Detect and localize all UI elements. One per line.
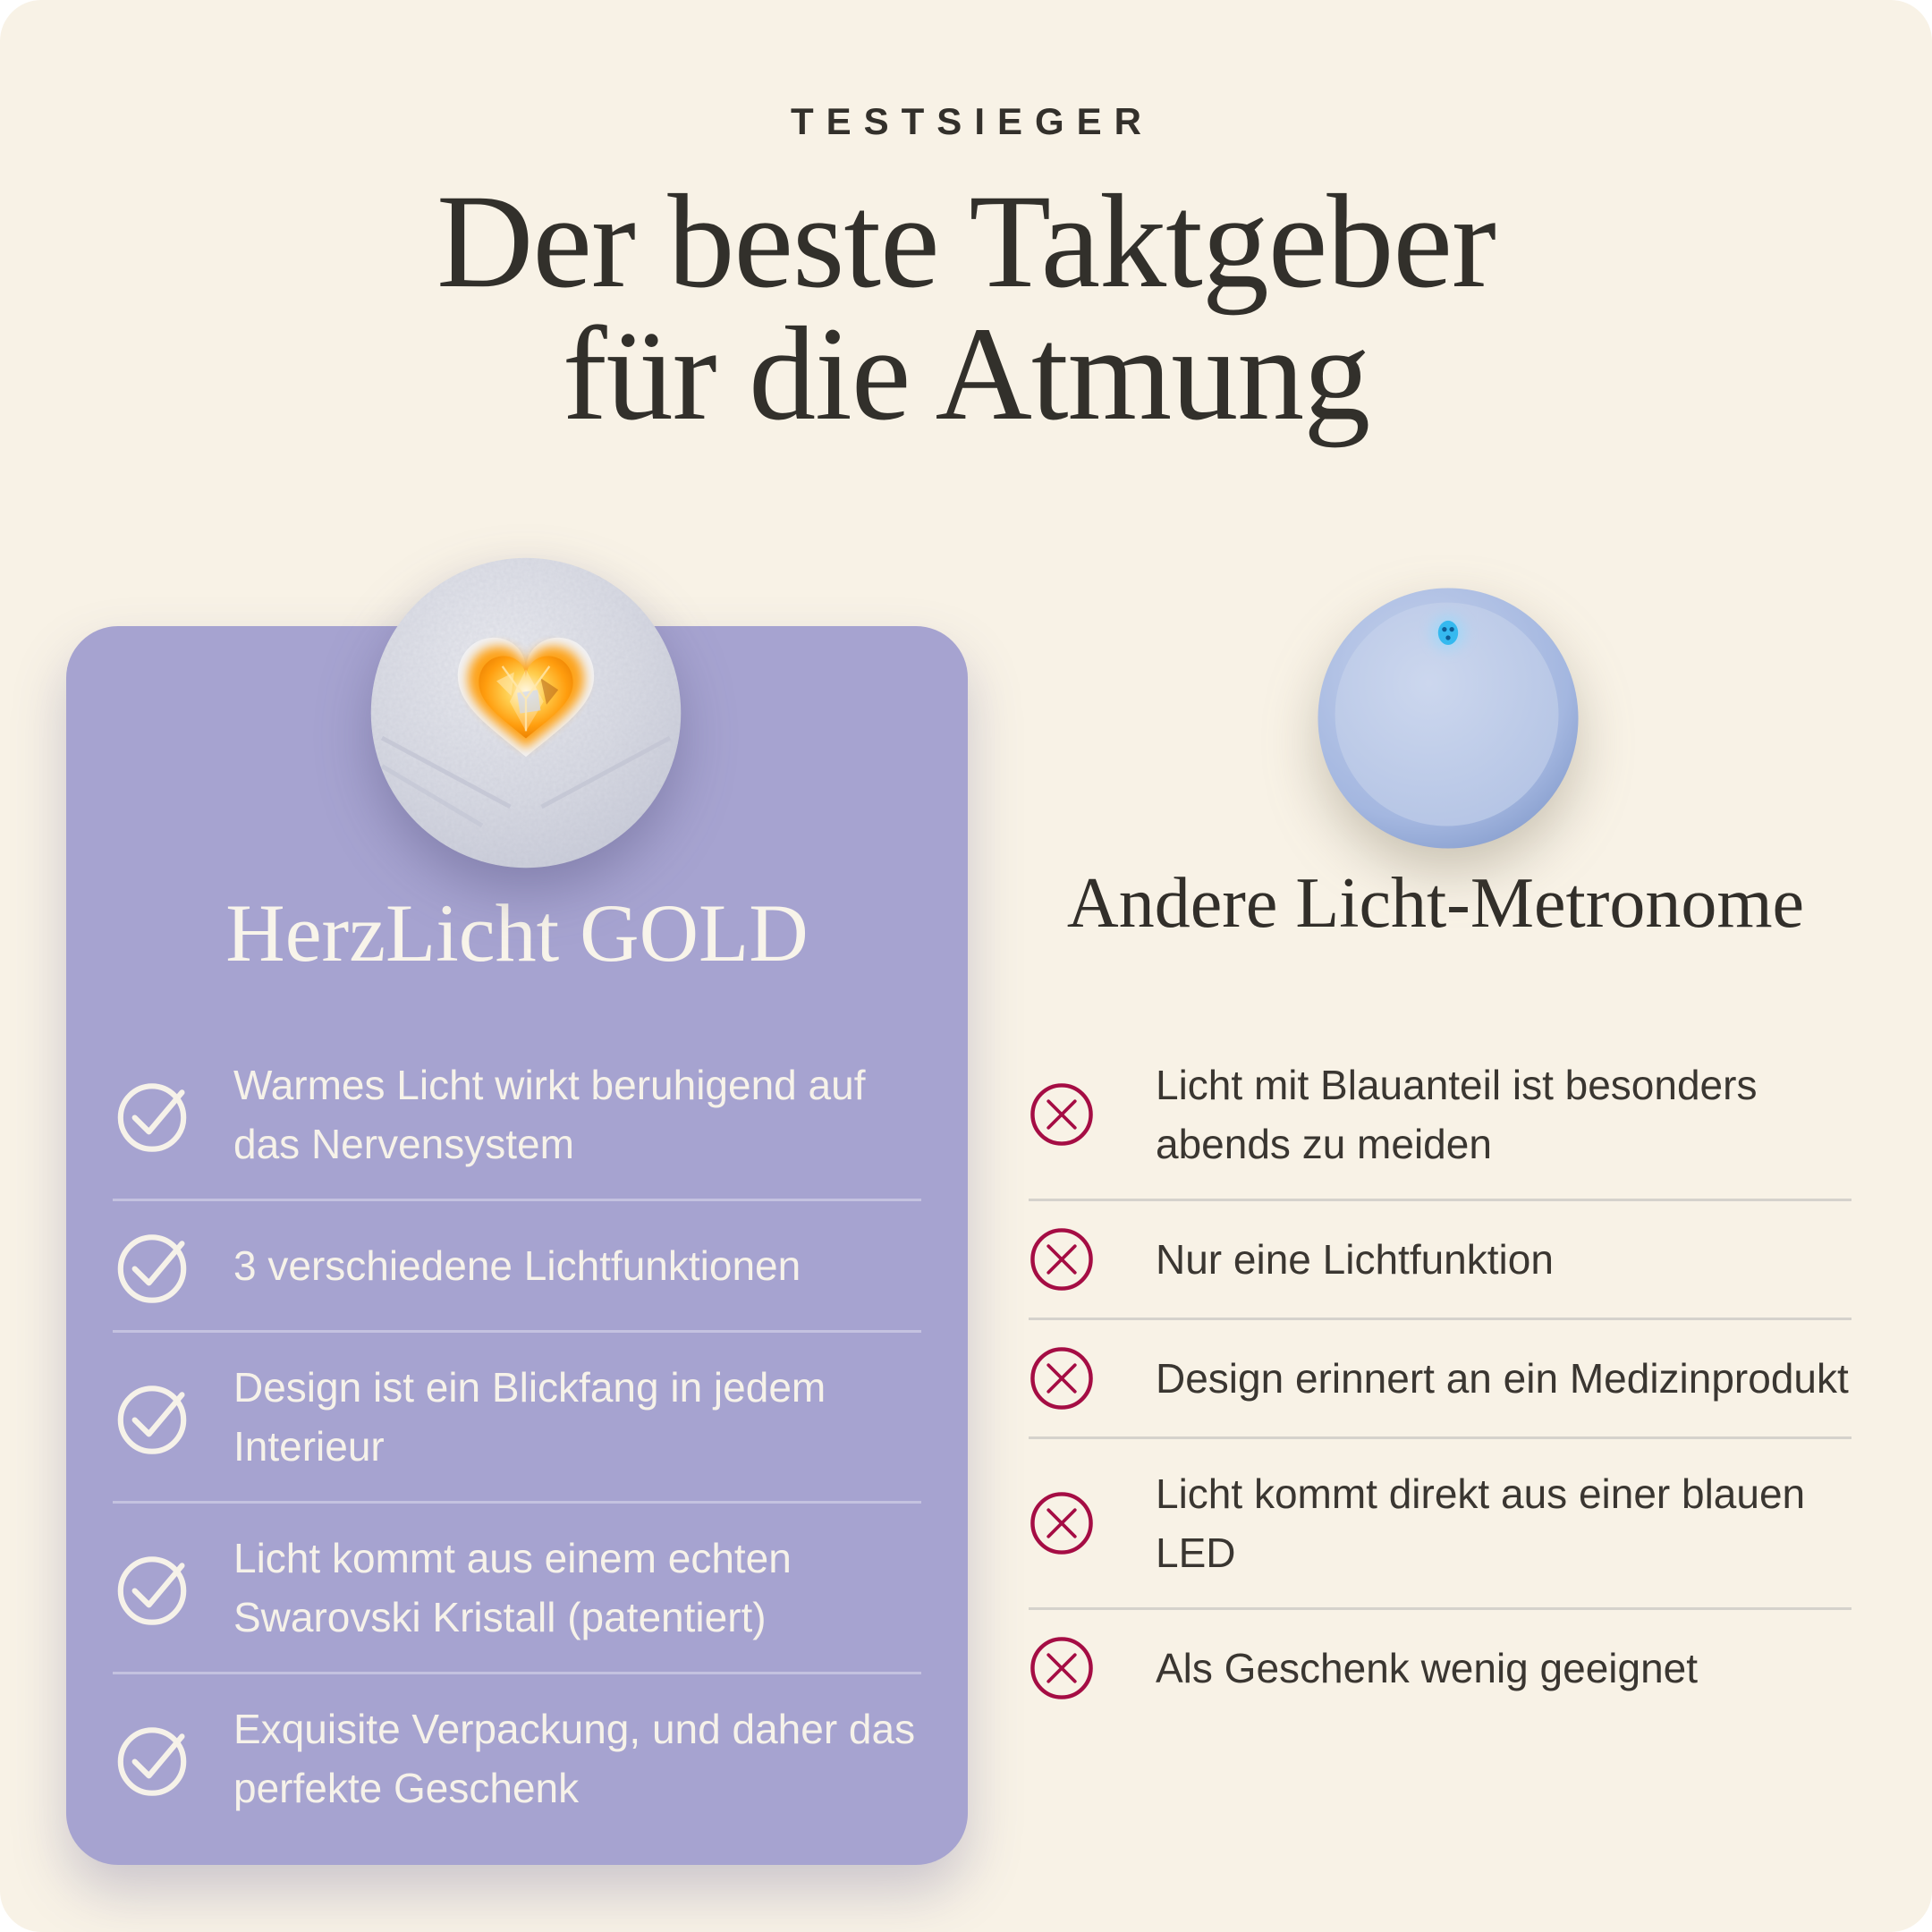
x-circle-icon (1029, 1635, 1095, 1701)
herzlicht-product-image (369, 556, 682, 869)
drawback-text: Licht mit Blauanteil ist besonders abend… (1156, 1062, 1758, 1167)
benefit-row: Warmes Licht wirkt beruhigend auf das Ne… (113, 1030, 921, 1199)
benefit-text: Exquisite Verpackung, und daher das perf… (233, 1706, 916, 1811)
left-product-name: HerzLicht GOLD (225, 887, 809, 979)
drawback-text: Als Geschenk wenig geeignet (1156, 1645, 1699, 1691)
check-circle-icon (113, 1719, 191, 1798)
drawbacks-list: Licht mit Blauanteil ist besonders abend… (1029, 1030, 1852, 1726)
benefit-text: 3 verschiedene Lichtfunktionen (233, 1242, 801, 1289)
x-circle-icon (1029, 1226, 1095, 1292)
drawback-row: Design erinnert an ein Medizinprodukt (1029, 1318, 1852, 1436)
drawback-text: Licht kommt direkt aus einer blauen LED (1156, 1470, 1806, 1576)
x-circle-icon (1029, 1081, 1095, 1148)
check-circle-icon (113, 1377, 191, 1456)
x-circle-icon (1029, 1490, 1095, 1556)
benefit-text: Warmes Licht wirkt beruhigend auf das Ne… (233, 1062, 866, 1167)
drawback-row: Nur eine Lichtfunktion (1029, 1199, 1852, 1318)
drawback-row: Licht mit Blauanteil ist besonders abend… (1029, 1030, 1852, 1199)
stone-disc-graphic (370, 557, 682, 869)
benefits-list: Warmes Licht wirkt beruhigend auf das Ne… (113, 1030, 921, 1843)
eyebrow-label: TESTSIEGER (790, 100, 1155, 142)
page-title: Der beste Taktgeber für die Atmung (436, 167, 1496, 448)
benefit-row: Licht kommt aus einem echten Swarovski K… (113, 1501, 921, 1672)
drawback-row: Licht kommt direkt aus einer blauen LED (1029, 1436, 1852, 1607)
check-circle-icon (113, 1226, 191, 1305)
right-product-name: Andere Licht-Metronome (1066, 864, 1805, 943)
drawback-text: Nur eine Lichtfunktion (1156, 1236, 1554, 1283)
benefit-text: Design ist ein Blickfang in jedem Interi… (233, 1364, 826, 1470)
benefit-row: Exquisite Verpackung, und daher das perf… (113, 1672, 921, 1843)
drawback-row: Als Geschenk wenig geeignet (1029, 1607, 1852, 1726)
check-circle-icon (113, 1075, 191, 1154)
benefit-row: Design ist ein Blickfang in jedem Interi… (113, 1330, 921, 1501)
benefit-row: 3 verschiedene Lichtfunktionen (113, 1199, 921, 1330)
drawback-text: Design erinnert an ein Medizinprodukt (1156, 1355, 1849, 1402)
check-circle-icon (113, 1548, 191, 1627)
competitor-product-image (1317, 587, 1580, 850)
blue-disc-graphic (1318, 588, 1579, 849)
x-circle-icon (1029, 1345, 1095, 1411)
benefit-text: Licht kommt aus einem echten Swarovski K… (233, 1535, 792, 1640)
